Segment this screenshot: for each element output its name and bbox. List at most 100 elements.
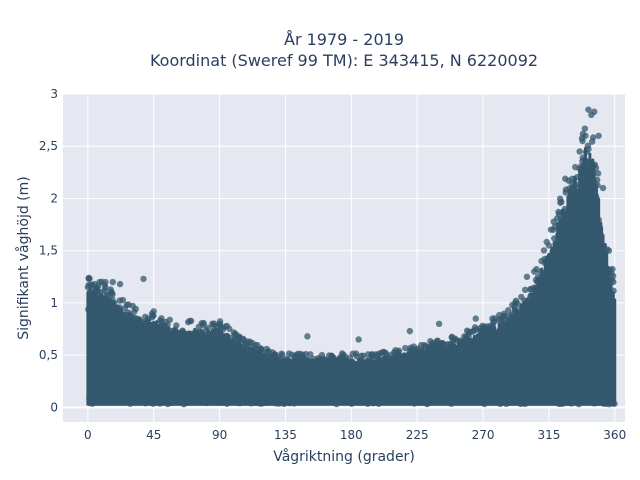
data-point — [223, 332, 230, 340]
data-point — [421, 342, 429, 349]
data-point — [583, 177, 590, 184]
outlier-point — [223, 322, 231, 330]
data-point — [551, 235, 558, 242]
data-point — [86, 292, 94, 299]
data-point — [562, 186, 570, 193]
data-point — [273, 353, 280, 360]
data-point — [563, 398, 570, 406]
data-point — [454, 395, 461, 402]
data-point — [591, 196, 598, 203]
outlier-point — [109, 278, 116, 286]
data-point — [470, 343, 478, 350]
data-point — [326, 395, 333, 403]
data-point — [481, 325, 489, 332]
data-point — [589, 134, 597, 141]
data-point — [446, 398, 453, 406]
data-point — [517, 306, 525, 313]
data-point — [427, 398, 434, 405]
data-point — [130, 326, 138, 333]
data-point — [594, 181, 601, 189]
data-point — [216, 320, 224, 328]
data-point — [158, 318, 165, 325]
y-axis-ticks: 0 0,5 1 1,5 2 2,5 3 — [39, 87, 58, 414]
data-point — [106, 314, 113, 321]
data-point — [456, 346, 464, 354]
data-point — [513, 323, 521, 331]
outlier-point — [509, 301, 516, 309]
outlier-point — [89, 281, 96, 289]
outlier-point — [579, 137, 586, 145]
data-point — [343, 364, 351, 371]
data-point — [584, 184, 591, 192]
data-point — [293, 351, 300, 359]
data-point — [293, 356, 301, 364]
data-point — [557, 230, 565, 237]
data-point — [92, 307, 99, 314]
outlier-point — [605, 247, 613, 254]
data-point — [171, 395, 178, 402]
data-point — [507, 317, 515, 325]
data-point — [173, 322, 180, 329]
data-point — [590, 203, 597, 210]
data-point — [375, 400, 382, 407]
data-point — [575, 194, 582, 201]
data-point — [329, 353, 336, 361]
data-point — [368, 399, 376, 406]
outlier-point — [150, 308, 157, 315]
data-point — [409, 398, 417, 406]
chart-title-line2: Koordinat (Sweref 99 TM): E 343415, N 62… — [150, 51, 538, 70]
data-point — [540, 247, 548, 254]
data-point — [609, 400, 616, 407]
x-tick-label: 270 — [472, 428, 495, 442]
data-point — [512, 297, 520, 305]
data-point — [304, 363, 311, 371]
data-point — [581, 191, 588, 198]
data-point — [368, 350, 376, 358]
data-point — [283, 362, 290, 369]
data-point — [370, 361, 377, 368]
data-point — [309, 397, 316, 404]
data-point — [192, 398, 200, 405]
data-point — [568, 203, 575, 210]
x-axis-label: Vågriktning (grader) — [273, 448, 415, 465]
data-point — [179, 334, 186, 341]
data-point — [537, 286, 544, 294]
y-tick-label: 0,5 — [39, 348, 58, 362]
data-point — [263, 345, 270, 353]
data-point — [86, 395, 93, 402]
data-point — [578, 173, 585, 180]
outlier-point — [94, 283, 102, 290]
data-point — [138, 323, 145, 330]
data-point — [562, 175, 569, 182]
data-point — [502, 321, 510, 328]
data-point — [114, 398, 121, 406]
data-point — [85, 275, 92, 282]
data-point — [493, 395, 501, 403]
data-point — [511, 397, 519, 405]
outlier-point — [406, 327, 414, 335]
data-point — [471, 395, 478, 402]
y-axis-label: Signifikant våghöjd (m) — [15, 176, 32, 339]
data-point — [463, 327, 471, 334]
data-point — [111, 314, 118, 322]
data-point — [505, 307, 512, 314]
data-point — [528, 303, 535, 311]
data-point — [328, 358, 335, 365]
data-point — [410, 352, 417, 359]
data-point — [592, 164, 600, 172]
data-point — [499, 396, 506, 403]
data-point — [103, 291, 110, 298]
data-point — [500, 312, 508, 320]
data-point — [473, 335, 480, 342]
outlier-point — [545, 242, 553, 249]
data-point — [610, 287, 617, 294]
data-point — [401, 358, 409, 365]
data-point — [132, 395, 139, 403]
outlier-point — [472, 315, 479, 322]
data-point — [552, 399, 559, 406]
data-point — [243, 341, 251, 348]
data-point — [471, 327, 478, 334]
data-point — [567, 217, 574, 225]
data-point — [413, 345, 421, 352]
